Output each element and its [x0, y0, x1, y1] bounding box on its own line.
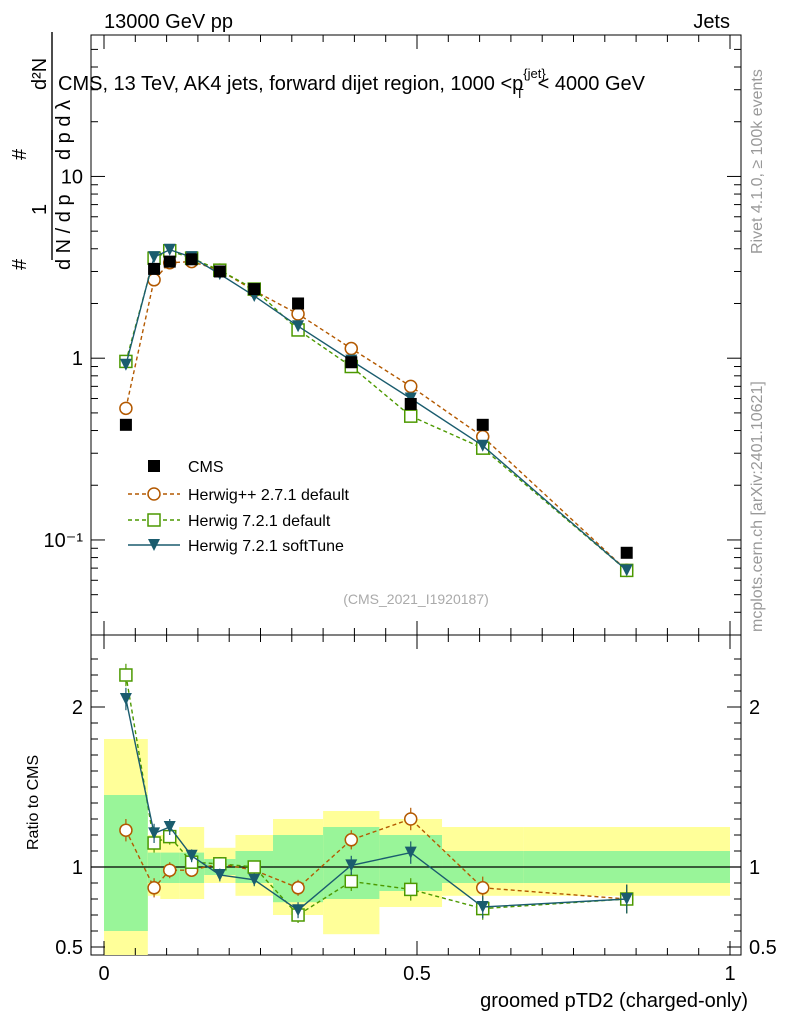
svg-text:1: 1	[29, 204, 51, 215]
ratio-point	[404, 846, 417, 859]
ratio-point	[148, 827, 161, 840]
data-point	[344, 341, 359, 356]
rivet-version: Rivet 4.1.0, ≥ 100k events	[749, 69, 766, 254]
mcplots-label: mcplots.cern.ch [arXiv:2401.10621]	[749, 381, 766, 632]
x-tick-label: 0.5	[403, 963, 431, 985]
ratio-point	[291, 881, 305, 895]
ratio-y-tick-label-right: 1	[749, 857, 760, 879]
legend: CMS Herwig++ 2.7.1 default Herwig 7.2.1 …	[128, 459, 350, 555]
data-point	[163, 255, 176, 268]
x-tick-label: 0	[98, 963, 109, 985]
x-axis-label: groomed pTD2 (charged-only)	[480, 990, 748, 1012]
ratio-point	[185, 849, 198, 862]
ratio-y-tick-label-right: 2	[749, 697, 760, 719]
data-point	[248, 283, 261, 296]
legend-label-herwigpp: Herwig++ 2.7.1 default	[188, 487, 350, 504]
ratio-point	[344, 833, 359, 847]
ratio-point	[119, 668, 133, 682]
x-tick-label: 1	[724, 963, 735, 985]
ratio-band-inner	[104, 795, 148, 931]
ratio-y-tick-label: 0.5	[55, 937, 83, 959]
ratio-point	[344, 874, 359, 889]
legend-marker-herwig7	[147, 513, 161, 527]
ratio-point	[292, 904, 305, 917]
data-point	[292, 320, 305, 333]
ratio-point	[162, 863, 177, 877]
ratio-point	[213, 869, 226, 881]
ratio-band-inner	[147, 852, 161, 883]
ratio-point	[476, 901, 489, 913]
analysis-id: (CMS_2021_I1920187)	[343, 591, 489, 607]
data-point	[620, 546, 633, 559]
legend-label-softtune: Herwig 7.2.1 softTune	[188, 538, 344, 555]
data-point	[213, 265, 226, 278]
ratio-y-tick-label-right: 0.5	[749, 937, 777, 959]
ratio-point	[248, 873, 261, 886]
data-point	[119, 418, 132, 431]
svg-text:d p d λ: d p d λ	[53, 100, 75, 160]
data-point	[403, 379, 418, 394]
legend-label-cms: CMS	[188, 459, 224, 476]
data-point	[292, 297, 305, 310]
svg-text:d²N: d²N	[29, 58, 51, 90]
plot-title: CMS, 13 TeV, AK4 jets, forward dijet reg…	[58, 66, 646, 101]
legend-marker-softtune	[148, 539, 160, 551]
ratio-point	[247, 860, 261, 874]
ratio-point	[403, 812, 418, 826]
beam-label: 13000 GeV pp	[104, 11, 233, 33]
data-point	[404, 397, 417, 410]
data-point	[148, 262, 161, 275]
ratio-point	[163, 821, 176, 833]
ratio-y-label: Ratio to CMS	[25, 755, 42, 850]
ratio-point	[119, 823, 133, 837]
category-label: Jets	[693, 11, 730, 33]
data-point	[345, 356, 358, 369]
ratio-point	[345, 859, 358, 872]
y-tick-label: 10	[61, 166, 83, 188]
data-point	[185, 253, 198, 266]
data-point	[148, 251, 161, 264]
ratio-point	[213, 857, 227, 871]
svg-text:#: #	[9, 258, 31, 270]
data-point	[119, 358, 132, 371]
legend-label-herwig7: Herwig 7.2.1 default	[188, 513, 331, 530]
ratio-point	[119, 693, 132, 705]
ratio-point	[620, 893, 633, 905]
data-point	[476, 439, 489, 452]
y-axis-label: # 1 d N / d p # d²N d p d λ	[9, 32, 75, 270]
data-point	[476, 418, 489, 431]
ratio-frame	[90, 634, 742, 956]
ratio-point	[403, 882, 418, 897]
legend-marker-herwigpp	[147, 487, 161, 501]
ratio-point	[147, 881, 161, 895]
svg-text:#: #	[9, 148, 31, 160]
ratio-y-tick-label: 1	[72, 857, 83, 879]
y-tick-label: 1	[72, 348, 83, 370]
ratio-y-tick-label: 2	[72, 697, 83, 719]
data-point	[291, 307, 305, 321]
ratio-point	[475, 881, 490, 895]
y-tick-label: 10⁻¹	[44, 530, 84, 552]
data-point	[403, 409, 418, 423]
data-point	[119, 401, 133, 416]
svg-text:d N / d p: d N / d p	[53, 194, 75, 270]
data-point	[620, 564, 633, 577]
ratio-series-line	[125, 818, 627, 900]
legend-marker-cms	[148, 460, 160, 472]
data-point	[163, 243, 176, 256]
